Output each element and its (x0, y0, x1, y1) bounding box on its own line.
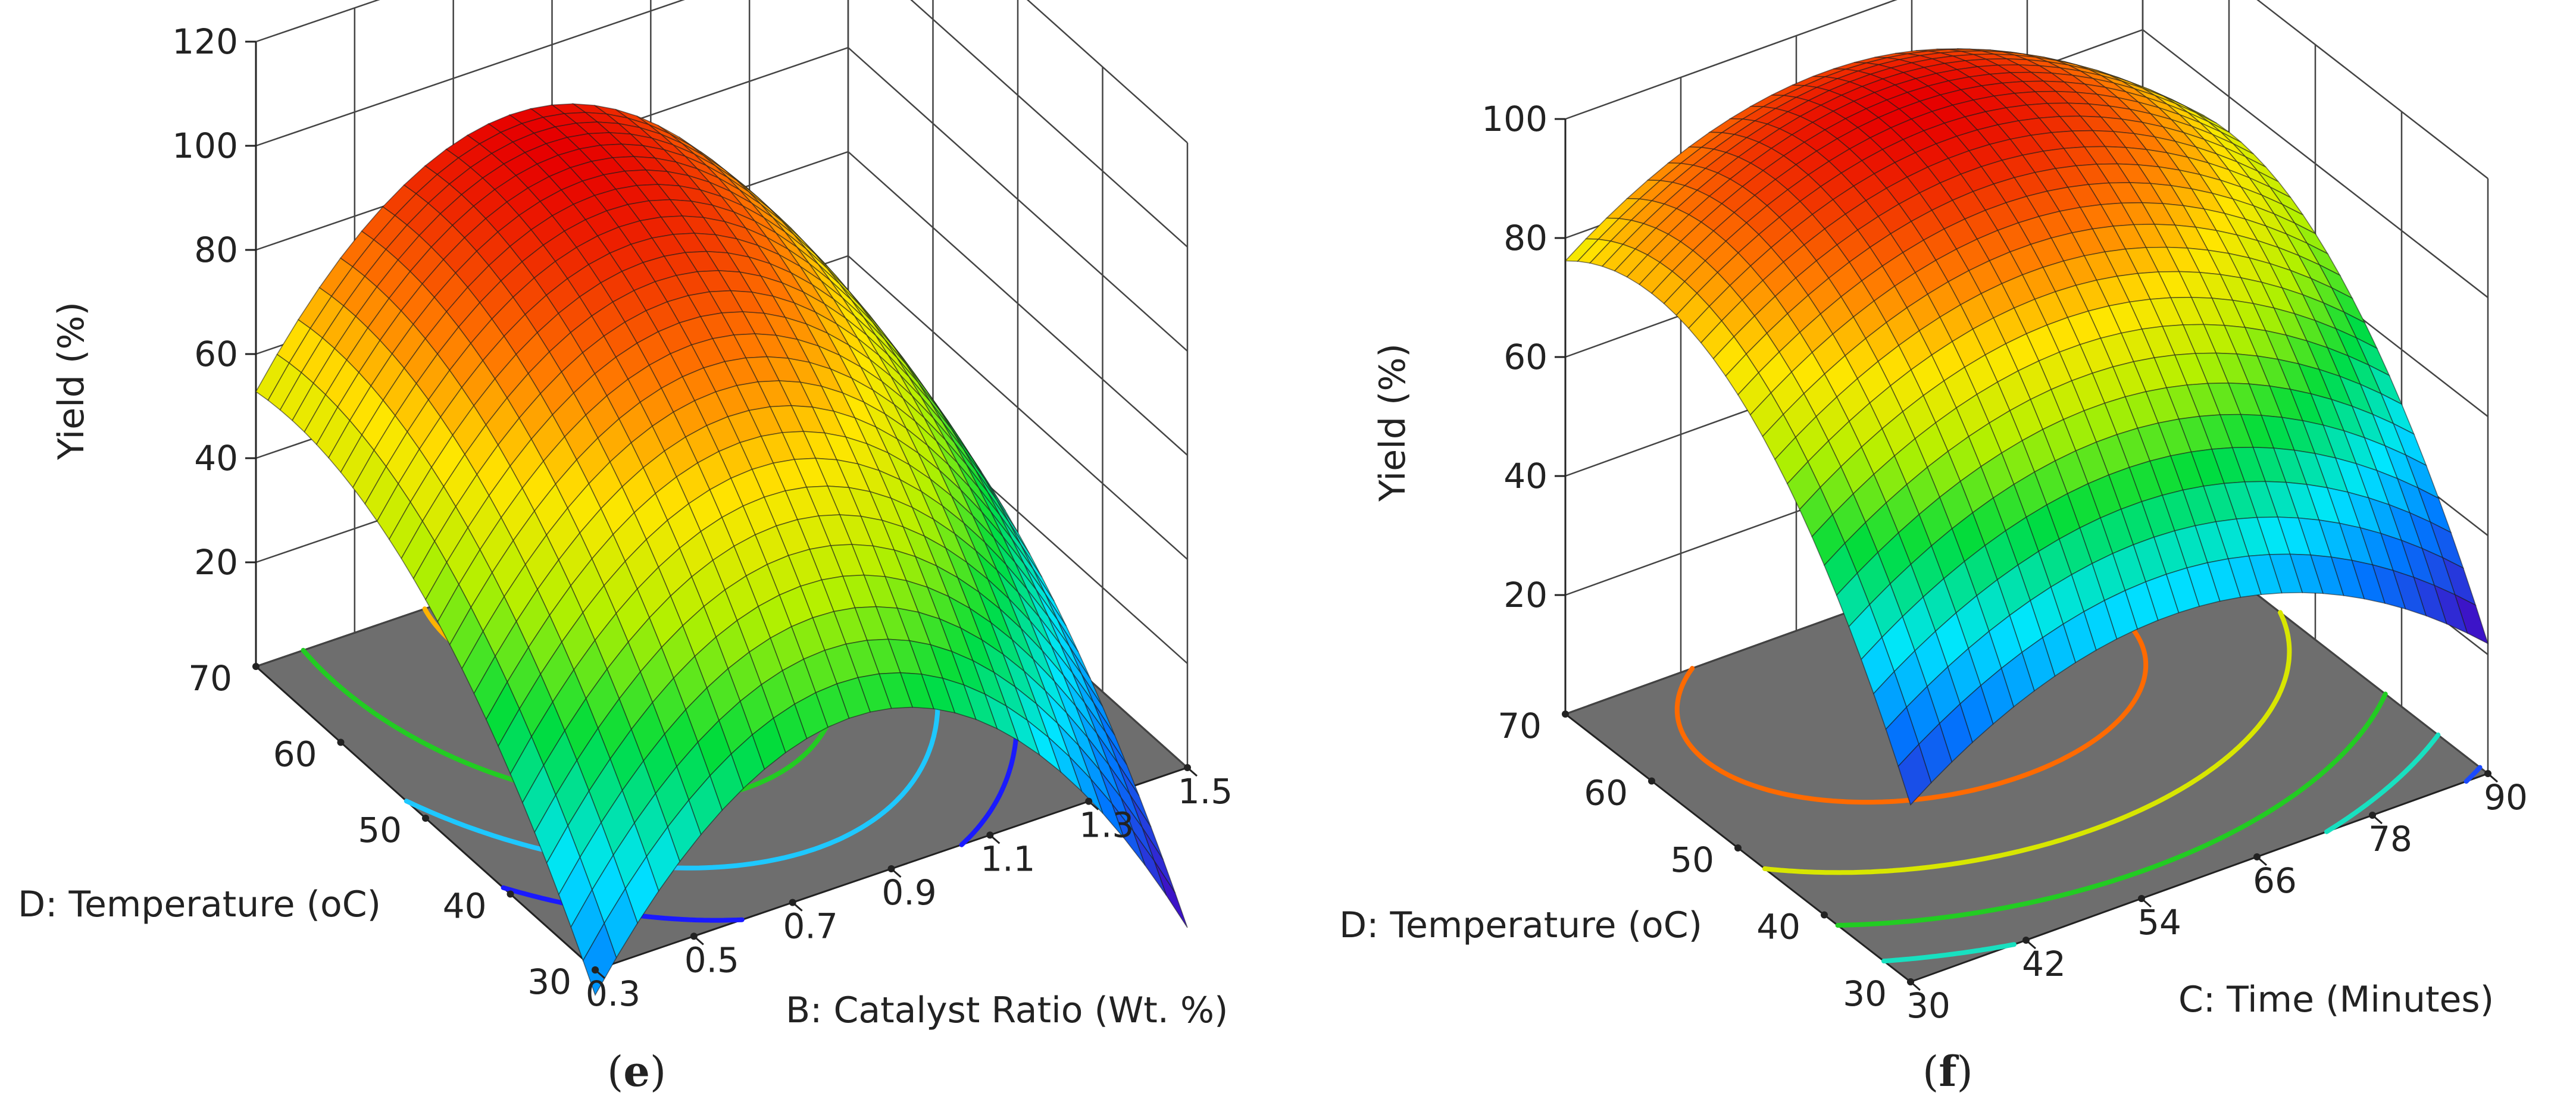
contour-line (2464, 765, 2483, 784)
y-axis-label-f: D: Temperature (oC) (1339, 904, 1702, 946)
x-tick-dot (2484, 770, 2491, 777)
y-tick-dot (1562, 710, 1569, 718)
x-tick-dot (887, 865, 895, 872)
z-tick-label: 40 (194, 438, 238, 478)
contour-line (1881, 733, 2441, 964)
x-tick-label: 0.3 (586, 973, 640, 1014)
x-tick-label: 0.7 (783, 906, 838, 947)
x-tick-dot (2253, 853, 2261, 860)
x-tick-dot (2138, 895, 2145, 902)
y-tick-dot (1907, 978, 1914, 985)
x-tick-label: 90 (2484, 777, 2528, 818)
z-tick-label: 100 (172, 126, 238, 166)
panel-letter-f: f (1939, 1047, 1959, 1096)
z-tick-label: 60 (1503, 337, 1548, 377)
z-tick-label: 60 (194, 334, 238, 374)
y-tick-dot (1648, 777, 1655, 785)
x-tick-label: 54 (2137, 902, 2181, 943)
y-tick-label: 70 (1498, 706, 1542, 746)
x-tick-label: 0.5 (684, 940, 739, 980)
y-tick-dot (252, 663, 260, 670)
x-tick-label: 66 (2253, 860, 2297, 901)
y-tick-dot (1734, 844, 1742, 852)
z-tick-label: 120 (172, 21, 238, 62)
y-axis-label-e: D: Temperature (oC) (18, 884, 381, 925)
y-tick-dot (1821, 911, 1828, 919)
z-tick-label: 100 (1481, 99, 1548, 139)
y-tick-label: 70 (188, 658, 232, 699)
z-axis-label-e: Yield (%) (51, 302, 92, 461)
surface-patch (582, 922, 617, 997)
y-tick-dot (592, 966, 599, 973)
wall-gridline (1565, 0, 2489, 179)
x-tick-dot (690, 932, 698, 940)
y-tick-label: 50 (1670, 840, 1714, 880)
y-tick-label: 40 (443, 886, 487, 926)
y-tick-dot (507, 890, 514, 898)
y-tick-label: 60 (273, 734, 317, 775)
z-tick-label: 80 (194, 230, 238, 270)
y-tick-label: 60 (1584, 773, 1628, 813)
z-tick-label: 40 (1503, 456, 1548, 496)
x-axis-label-f: C: Time (Minutes) (2178, 979, 2494, 1021)
surface-f (1564, 48, 2489, 806)
x-tick-label: 1.1 (980, 838, 1035, 879)
y-tick-dot (337, 738, 345, 746)
x-tick-dot (1184, 764, 1191, 771)
x-tick-dot (2369, 812, 2376, 819)
x-axis-label-e: B: Catalyst Ratio (Wt. %) (786, 990, 1228, 1031)
z-axis-label-f: Yield (%) (1372, 343, 1414, 502)
y-tick-label: 30 (527, 962, 571, 1002)
ticks-f: 20 40 60 80 100 30 42 54 66 78 90 30 40 50 60 70 (1481, 99, 2528, 1026)
surface-e (255, 103, 1188, 997)
x-tick-dot (2022, 937, 2030, 944)
x-tick-dot (789, 899, 796, 906)
y-tick-dot (422, 815, 429, 822)
surface-plot-e: 20 40 60 80 100 120 0.3 0.5 0.7 0.9 1.1 1.3 1.5 30 40 5… (18, 0, 1233, 1096)
x-tick-label: 0.9 (881, 872, 936, 913)
z-tick-label: 20 (194, 542, 238, 583)
panel-label-f: (f) (1922, 1047, 1973, 1096)
surface-patch (1897, 743, 1932, 806)
panel-label-e: (e) (607, 1047, 666, 1096)
ticks-e: 20 40 60 80 100 120 0.3 0.5 0.7 0.9 1.1 1.3 1.5 30 40 5… (172, 21, 1233, 1014)
z-tick-label: 20 (1503, 575, 1548, 615)
x-tick-label: 1.5 (1178, 771, 1233, 812)
surface-plot-f: 20 40 60 80 100 30 42 54 66 78 90 30 40 50 60 70 Yield … (1339, 0, 2528, 1096)
y-tick-label: 50 (358, 810, 402, 850)
x-tick-label: 42 (2022, 944, 2066, 984)
surface-patch (1153, 860, 1188, 928)
wall-gridline (255, 0, 1188, 143)
y-tick-label: 30 (1843, 973, 1887, 1014)
x-tick-label: 78 (2368, 819, 2412, 859)
x-tick-label: 1.3 (1079, 805, 1134, 846)
x-tick-label: 30 (1906, 985, 1950, 1026)
x-tick-dot (1085, 797, 1093, 805)
panel-letter-e: e (623, 1047, 650, 1096)
x-tick-dot (986, 831, 994, 839)
contour-line (1835, 691, 2388, 928)
y-tick-label: 40 (1756, 907, 1800, 947)
z-tick-label: 80 (1503, 218, 1548, 258)
